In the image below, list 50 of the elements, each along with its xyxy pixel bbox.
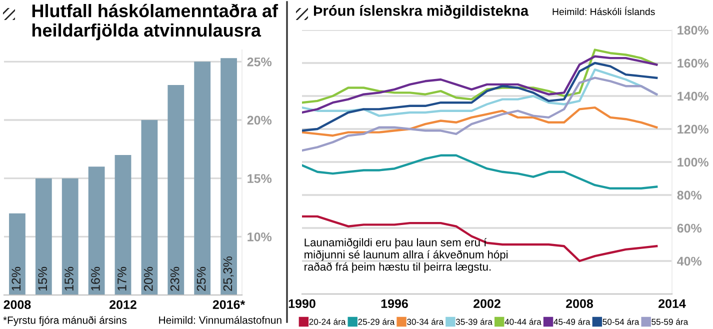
data-label: 15% [64, 266, 74, 291]
x-tick-label: 2002 [474, 299, 500, 308]
data-label: 23% [170, 266, 180, 291]
legend-label: 50-54 ára [602, 318, 640, 325]
data-label: 25,3% [223, 256, 234, 291]
y-tick-label: 160% [678, 58, 708, 68]
y-tick-label: 15% [248, 174, 272, 183]
data-label: 20% [144, 266, 153, 291]
y-tick-label: 80% [677, 190, 702, 200]
line-series [302, 154, 658, 190]
legend-label: 20-24 ára [309, 318, 346, 325]
legend-label: 25-29 ára [358, 318, 395, 325]
y-tick-label: 120% [678, 124, 708, 134]
y-tick-label: 10% [248, 232, 272, 242]
x-tick-label: 2014 [658, 299, 686, 308]
annotation: Launamiðgildi eru þau laun sem eru í miðjunni sé launum allra í ákveðnum hópi raðað frá þeim hæstu til þeirra lægstu. [304, 238, 508, 273]
text: *Fyrstu fjóra mánuði ársins [3, 316, 127, 326]
x-tick-label: 1990 [288, 299, 316, 308]
line-series [302, 76, 658, 152]
y-tick-label: 60% [677, 224, 702, 233]
chart-title: Hlutfall háskólamenntaðra af heildarfjölda atvinnulausra [32, 4, 278, 40]
line-series [302, 62, 658, 132]
text: Heimild: Vinnumálastofnun [159, 316, 282, 324]
y-tick-label: 140% [678, 92, 708, 101]
data-label: 25% [196, 266, 206, 291]
line-series [302, 106, 658, 137]
line-series [302, 55, 658, 114]
data-label: 17% [118, 266, 126, 291]
legend-label: 40-44 ára [504, 318, 542, 325]
text: Heimild: Háskóli Íslands [552, 6, 655, 16]
legend-label: 45-49 ára [554, 318, 590, 325]
data-label: 12% [12, 266, 21, 291]
y-tick-label: 100% [678, 158, 708, 167]
data-label: 15% [38, 266, 48, 291]
x-tick-label: 1996 [381, 299, 408, 308]
x-tick-label: 2008 [566, 299, 594, 308]
x-tick-label: 2008 [4, 300, 31, 310]
legend-label: 35-39 ára [456, 318, 492, 325]
y-tick-label: 40% [677, 256, 702, 266]
y-tick-label: 25% [247, 57, 272, 66]
line-series [302, 215, 658, 262]
line-series [302, 48, 658, 104]
chart-title: Þróun íslenskra miðgildistekna [314, 5, 529, 19]
data-label: 16% [91, 266, 100, 291]
y-tick-label: 180% [678, 26, 708, 35]
x-tick-label: 2016* [212, 300, 246, 310]
x-tick-label: 2012 [110, 300, 136, 310]
y-tick-label: 20% [247, 116, 272, 125]
legend-label: 30-34 ára [407, 318, 444, 325]
legend-label: 55-59 ára [652, 318, 688, 325]
